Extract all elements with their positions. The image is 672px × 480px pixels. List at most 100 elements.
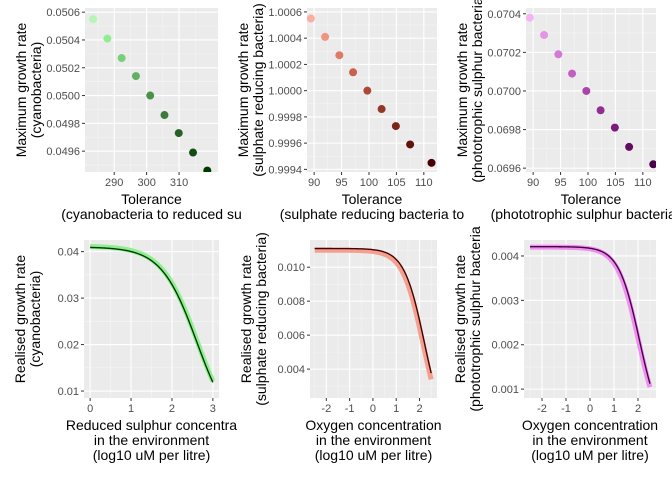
panel6-x-tick-label: -1 [561,403,571,415]
panel2-point [349,68,358,77]
panel2-point [377,105,386,114]
panel4-x-tick-label: 0 [87,403,93,415]
panel6-x-axis-title: Oxygen concentration in the environment (l… [522,417,658,463]
panel2-x-axis-title: Tolerance (sulphate reducing bacteria to [280,191,465,222]
panel2-point [406,140,415,149]
panel3-y-tick-label: 0.0702 [487,47,521,59]
panel5-x-tick-label: 1 [393,403,399,415]
panel3-y-tick-label: 0.0704 [487,9,521,21]
panel4-y-tick-label: 0.02 [58,340,79,352]
panel2-x-tick-label: 100 [360,177,378,189]
panel3-y-axis-title: Maximum growth rate(phototrophic sulphur… [454,0,485,183]
panel1-x-tick-label: 310 [170,177,188,189]
panel6-x-tick-label: 2 [635,403,641,415]
panel2-y-tick-label: 0.9994 [268,164,302,176]
panel6: -2 -1 0 1 2 0.001 0.002 0.003 0.004 Oxygen concen… [452,226,658,463]
panel1-x-tick-label: 290 [105,177,123,189]
panel5-y-tick-label: 0.010 [277,262,305,274]
panel6-y-tick-label: 0.004 [491,251,519,263]
panel3-y-tick-label: 0.0698 [487,125,521,137]
panel5-series-line [314,247,434,380]
panel3-y-axis-title-line: Maximum growth rate [454,22,470,157]
panel1-point [117,54,126,63]
panel3-y-tick-label: 0.0696 [487,163,521,175]
panel4-x-axis-title-line: Reduced sulphur concentra [66,417,237,433]
panel1-x-axis-title: Tolerance (cyanobacteria to reduced su [61,191,242,222]
panel2-x-tick-label: 95 [335,177,347,189]
panel3-point [649,160,656,169]
panel4-y-axis-title-line: Realised growth rate [12,255,28,384]
panel1: 290 300 310 0.0496 0.0498 0.0500 0.0502 0.0504 0… [13,7,242,222]
panel5-x-tick-label: -2 [321,403,331,415]
panel1-x-tick-label: 300 [137,177,155,189]
panel2-y-tick-label: 1.0002 [268,59,302,71]
panel3-point [610,123,619,132]
panel2-x-axis-title-line: (sulphate reducing bacteria to [280,206,465,222]
panel2-x-axis-title-line: Tolerance [342,191,403,207]
panel6-y-tick-label: 0.003 [491,295,519,307]
panel5-y-axis-title-line: Realised growth rate [238,255,254,384]
panel3-x-tick-label: 110 [634,177,652,189]
panel4-x-axis-title-line: in the environment [94,432,209,448]
panel1-point [160,111,169,120]
panel1-point [174,129,183,138]
panel2-point [427,158,436,167]
panel1-y-tick-label: 0.0502 [46,63,80,75]
panel3-x-tick-label: 90 [527,177,539,189]
panel3-y-axis-title-line: (phototrophic sulphur bacteria [469,0,485,183]
panel4-x-tick-label: 3 [210,403,216,415]
panel6-data [530,244,653,388]
panel2-point [363,86,372,95]
panel1-point [89,15,98,24]
panel2-background [307,8,437,172]
panel3-x-axis-title: Tolerance (phototrophic sulphur bacteria … [491,191,672,222]
panel6-y-axis-title-line: Realised growth rate [452,255,468,384]
panel3-x-tick-label: 100 [579,177,597,189]
panel5-y-tick-label: 0.006 [277,330,305,342]
panel2-x-tick-label: 105 [387,177,405,189]
panel2-y-tick-label: 0.9998 [268,112,302,124]
panel4-grid [84,240,219,398]
panel4-y-axis-title-line: (cyanobacteria) [27,271,43,368]
panel1-y-tick-label: 0.0498 [46,118,80,130]
panel6-series-line [530,245,651,384]
panel5-x-tick-label: -1 [345,403,355,415]
panel2-y-axis-title-line: (sulphate reducing bacteria) [250,3,266,177]
panel5-data [314,247,434,380]
panel1-background [85,8,218,172]
panel2-y-tick-label: 1.0006 [268,7,302,19]
panel1-y-tick-label: 0.0500 [46,91,80,103]
panel1-point [203,166,212,172]
panel3-point [625,142,634,151]
panel5-x-tick-label: 0 [370,403,376,415]
panel1-y-axis-title: Maximum growth rate(cyanobacteria) [13,22,44,157]
panel1-y-axis-title-line: Maximum growth rate [13,22,29,157]
panel3-x-axis-title-line: Tolerance [561,191,622,207]
panel4-y-tick-label: 0.04 [58,247,79,259]
panel5-x-axis-title: Oxygen concentration in the environment (l… [305,417,441,463]
panel3-x-axis-title-line: (phototrophic sulphur bacteria to [491,206,672,222]
panel3-point [554,50,563,59]
panel6-y-tick-label: 0.001 [491,384,519,396]
panel3-y-tick-label: 0.0700 [487,86,521,98]
panel3: 90 95 100 105 110 0.0696 0.0698 0.0700 0.0702 0.0… [454,0,672,222]
panel1-point [189,148,198,157]
panel6-x-tick-label: -2 [537,403,547,415]
panel5-series-line [314,247,432,374]
panel4-x-axis-title-line: (log10 uM per litre) [93,447,211,463]
panel5: -2 -1 0 1 2 0.004 0.006 0.008 0.010 Oxygen concen… [238,232,442,463]
panel6-x-tick-label: 1 [611,403,617,415]
panel2-point [335,51,344,60]
panel2-x-tick-label: 110 [415,177,433,189]
panel4-data [90,244,216,383]
panel1-y-tick-label: 0.0504 [46,35,80,47]
panel4: 0 1 2 3 0.01 0.02 0.03 0.04 Reduced sulphur conc… [12,240,237,463]
panel2: 90 95 100 105 110 0.9994 0.9996 0.9998 1.0000 1.0… [235,3,464,222]
panel4-x-tick-label: 1 [128,403,134,415]
panel3-point [596,106,605,115]
panel2-data [307,14,436,167]
panel3-point [568,69,577,78]
panel1-x-axis-title-line: (cyanobacteria to reduced su [61,206,242,222]
panel2-y-axis-title-line: Maximum growth rate [235,22,251,157]
